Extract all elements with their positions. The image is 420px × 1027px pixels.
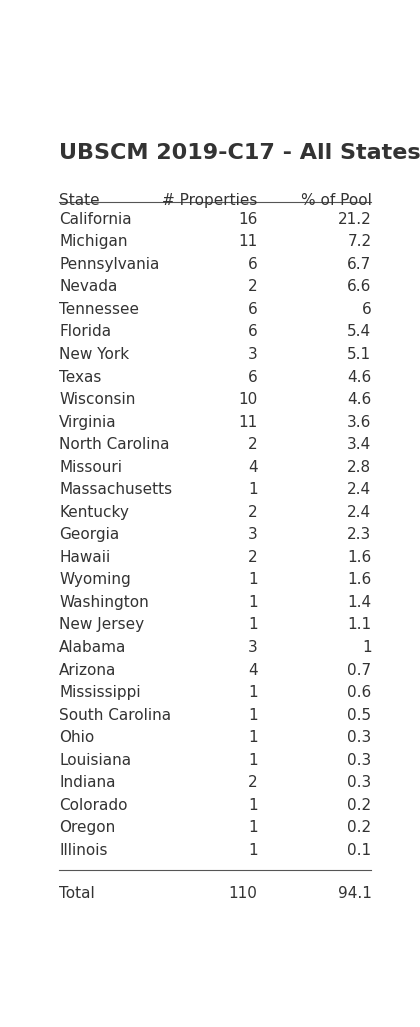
Text: 11: 11 — [238, 234, 257, 250]
Text: 0.1: 0.1 — [347, 843, 372, 858]
Text: 0.3: 0.3 — [347, 775, 372, 790]
Text: 110: 110 — [229, 886, 257, 901]
Text: Oregon: Oregon — [59, 821, 115, 835]
Text: 0.3: 0.3 — [347, 753, 372, 768]
Text: % of Pool: % of Pool — [301, 193, 372, 207]
Text: 0.7: 0.7 — [347, 662, 372, 678]
Text: Wyoming: Wyoming — [59, 572, 131, 587]
Text: Mississippi: Mississippi — [59, 685, 141, 700]
Text: Texas: Texas — [59, 370, 101, 384]
Text: 1: 1 — [248, 753, 257, 768]
Text: 1: 1 — [248, 617, 257, 633]
Text: 2.4: 2.4 — [347, 505, 372, 520]
Text: New York: New York — [59, 347, 129, 363]
Text: 2.8: 2.8 — [347, 460, 372, 474]
Text: Massachusetts: Massachusetts — [59, 483, 172, 497]
Text: California: California — [59, 212, 131, 227]
Text: 2.4: 2.4 — [347, 483, 372, 497]
Text: Arizona: Arizona — [59, 662, 116, 678]
Text: 1: 1 — [248, 483, 257, 497]
Text: 1.6: 1.6 — [347, 572, 372, 587]
Text: 3.4: 3.4 — [347, 438, 372, 452]
Text: 6: 6 — [248, 302, 257, 317]
Text: 6: 6 — [248, 370, 257, 384]
Text: 3.6: 3.6 — [347, 415, 372, 429]
Text: 5.4: 5.4 — [347, 325, 372, 340]
Text: 6.7: 6.7 — [347, 257, 372, 272]
Text: Florida: Florida — [59, 325, 111, 340]
Text: New Jersey: New Jersey — [59, 617, 144, 633]
Text: Georgia: Georgia — [59, 527, 119, 542]
Text: 2: 2 — [248, 279, 257, 295]
Text: Total: Total — [59, 886, 95, 901]
Text: 0.5: 0.5 — [347, 708, 372, 723]
Text: Wisconsin: Wisconsin — [59, 392, 135, 407]
Text: 5.1: 5.1 — [347, 347, 372, 363]
Text: 1: 1 — [248, 685, 257, 700]
Text: Nevada: Nevada — [59, 279, 117, 295]
Text: 16: 16 — [238, 212, 257, 227]
Text: Indiana: Indiana — [59, 775, 116, 790]
Text: 1: 1 — [362, 640, 372, 655]
Text: 3: 3 — [248, 347, 257, 363]
Text: 11: 11 — [238, 415, 257, 429]
Text: 2: 2 — [248, 438, 257, 452]
Text: 0.3: 0.3 — [347, 730, 372, 746]
Text: 4.6: 4.6 — [347, 370, 372, 384]
Text: 6.6: 6.6 — [347, 279, 372, 295]
Text: # Properties: # Properties — [162, 193, 257, 207]
Text: 1.1: 1.1 — [347, 617, 372, 633]
Text: 2.3: 2.3 — [347, 527, 372, 542]
Text: 7.2: 7.2 — [347, 234, 372, 250]
Text: Michigan: Michigan — [59, 234, 128, 250]
Text: 1: 1 — [248, 708, 257, 723]
Text: Pennsylvania: Pennsylvania — [59, 257, 159, 272]
Text: Ohio: Ohio — [59, 730, 94, 746]
Text: UBSCM 2019-C17 - All States: UBSCM 2019-C17 - All States — [59, 143, 420, 163]
Text: Colorado: Colorado — [59, 798, 128, 812]
Text: 1.4: 1.4 — [347, 595, 372, 610]
Text: 0.6: 0.6 — [347, 685, 372, 700]
Text: 1: 1 — [248, 595, 257, 610]
Text: 4.6: 4.6 — [347, 392, 372, 407]
Text: North Carolina: North Carolina — [59, 438, 170, 452]
Text: Tennessee: Tennessee — [59, 302, 139, 317]
Text: Missouri: Missouri — [59, 460, 122, 474]
Text: 6: 6 — [248, 257, 257, 272]
Text: 4: 4 — [248, 460, 257, 474]
Text: 3: 3 — [248, 640, 257, 655]
Text: South Carolina: South Carolina — [59, 708, 171, 723]
Text: 1: 1 — [248, 730, 257, 746]
Text: 21.2: 21.2 — [338, 212, 372, 227]
Text: Kentucky: Kentucky — [59, 505, 129, 520]
Text: 2: 2 — [248, 505, 257, 520]
Text: 1: 1 — [248, 798, 257, 812]
Text: 6: 6 — [362, 302, 372, 317]
Text: 2: 2 — [248, 549, 257, 565]
Text: Washington: Washington — [59, 595, 149, 610]
Text: Hawaii: Hawaii — [59, 549, 110, 565]
Text: 94.1: 94.1 — [338, 886, 372, 901]
Text: 1: 1 — [248, 843, 257, 858]
Text: 4: 4 — [248, 662, 257, 678]
Text: 1: 1 — [248, 821, 257, 835]
Text: State: State — [59, 193, 100, 207]
Text: 3: 3 — [248, 527, 257, 542]
Text: 10: 10 — [238, 392, 257, 407]
Text: 6: 6 — [248, 325, 257, 340]
Text: Louisiana: Louisiana — [59, 753, 131, 768]
Text: Virginia: Virginia — [59, 415, 117, 429]
Text: 2: 2 — [248, 775, 257, 790]
Text: 0.2: 0.2 — [347, 821, 372, 835]
Text: 1.6: 1.6 — [347, 549, 372, 565]
Text: Illinois: Illinois — [59, 843, 108, 858]
Text: 1: 1 — [248, 572, 257, 587]
Text: Alabama: Alabama — [59, 640, 126, 655]
Text: 0.2: 0.2 — [347, 798, 372, 812]
